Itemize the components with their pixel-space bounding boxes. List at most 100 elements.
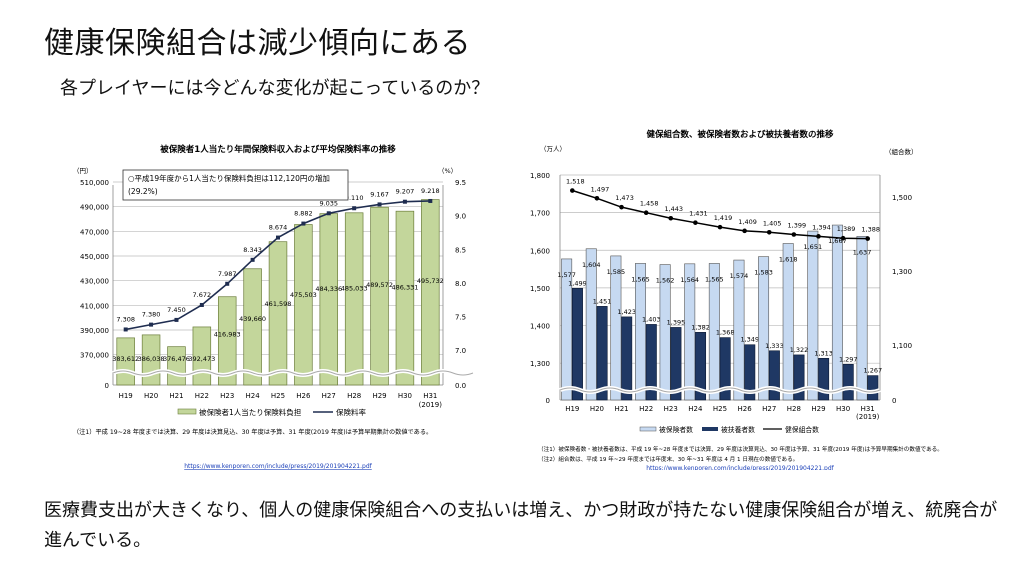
rate-data-label: 9.110 [345,194,364,202]
rate-data-label: 7.987 [218,270,237,278]
x-tick-label: H29 [372,392,386,400]
bar-data-label: 495,732 [417,277,444,285]
union-count-marker [643,210,649,216]
rate-data-label: 7.672 [193,291,212,299]
x-tick-label: H20 [590,405,604,413]
insured-data-label: 1,583 [754,269,773,277]
union-count-marker [619,204,624,210]
union-count-marker [693,220,698,225]
source-link[interactable]: https://www.kenporen.com/include/press/2… [184,463,372,470]
x-tick-label: H30 [836,405,850,413]
insured-bar [733,259,745,401]
bar [243,268,262,386]
x-tick-label: H31 [423,392,437,400]
union-count-data-label: 1,518 [566,178,585,186]
chart-note: （注1）平成 19~28 年度までは決算、29 年度は決算見込、30 年度は予算… [73,428,432,436]
x-tick-label: H22 [639,405,653,413]
legend-union-label: 健保組合数 [785,425,819,434]
insured-bar [782,243,794,401]
legend-bar-swatch [177,408,197,415]
annotation-line-2: (29.2%) [128,187,158,196]
rate-marker [174,317,179,322]
y-axis-unit: （万人） [540,145,566,153]
y-tick-label: 0 [546,397,550,405]
chart-title: 被保険者1人当たり年間保険料収入および平均保険料率の推移 [160,144,396,155]
x-tick-label: H26 [738,405,753,413]
rate-marker [377,202,382,207]
union-count-data-label: 1,473 [615,194,634,202]
annotation-line-1: ○平成19年度から1人当たり保険料負担は112,120円の増加 [128,173,330,183]
dependents-data-label: 1,267 [864,367,883,375]
union-count-data-label: 1,409 [738,218,757,226]
y2-axis-unit: （組合数） [885,147,918,156]
union-count-data-label: 1,458 [640,200,659,208]
union-count-data-label: 1,405 [763,219,782,227]
bar-data-label: 485,033 [341,284,368,292]
conclusion-text: 医療費支出が大きくなり、個人の健康保険組合への支払いは増え、かつ財政が持たない健… [44,500,998,551]
bar [217,296,237,386]
rate-data-label: 7.308 [116,315,135,323]
dependents-data-label: 1,423 [617,308,636,316]
rate-marker [352,206,357,211]
union-count-marker [594,195,600,201]
x-tick-label: H26 [296,392,311,400]
y-tick-label: 430,000 [80,278,109,286]
x-tick-label: H19 [119,392,133,400]
x-tick-sublabel: (2019) [419,401,443,409]
chart-note-1: （注1）被保険者数・被扶養者数は、平成 19 年~28 年度までは決算、29 年… [538,445,943,453]
y-tick-label: 1,400 [530,323,550,331]
dependents-bar [645,324,657,401]
y2-tick-label: 0 [892,397,896,405]
dependents-bar [768,350,780,401]
source-link[interactable]: https://www.kenporen.com/include/press/2… [646,465,834,470]
insured-data-label: 1,618 [779,255,798,263]
dependents-bar [596,306,608,401]
union-count-marker [791,232,797,237]
x-tick-label: H24 [246,392,261,400]
y-tick-label: 1,600 [530,247,550,255]
y2-tick-label: 8.5 [455,246,466,254]
y2-tick-label: 7.5 [455,314,466,322]
union-count-marker [816,234,821,239]
legend-dependents-label: 被扶養者数 [721,425,755,434]
bar-data-label: 475,503 [290,291,317,299]
union-count-marker [840,235,846,241]
rate-marker [199,302,204,307]
rate-data-label: 8.674 [269,224,288,232]
x-tick-label: H25 [271,392,285,400]
dependents-bar [793,354,805,401]
bar-data-label: 383,612 [112,355,139,363]
union-count-chart: 健保組合数、被保険者数および被扶養者数の推移 （万人） （組合数） 1,300 1,40… [530,129,943,470]
y-tick-label: 490,000 [80,204,109,212]
bar [344,212,364,386]
rate-marker [402,199,407,204]
x-tick-label: H24 [688,405,703,413]
insured-bar [561,258,573,401]
dependents-data-label: 1,499 [568,279,587,287]
rate-marker [276,235,280,240]
chart-note-2: （注2）組合数は、平成 19 年~29 年度までは年度末、30 年~31 年度は… [538,455,798,463]
x-tick-label: H25 [713,405,727,413]
union-count-data-label: 1,443 [664,205,683,213]
y-tick-label: 1,700 [530,210,550,218]
union-count-marker [742,228,747,234]
y-tick-label: 0 [105,382,109,390]
insured-data-label: 1,574 [730,272,749,280]
bar-data-label: 439,660 [239,315,266,323]
rate-data-label: 8.343 [243,246,262,254]
chart-title: 健保組合数、被保険者数および被扶養者数の推移 [646,129,834,140]
legend-dependents-swatch [702,427,718,431]
dependents-data-label: 1,368 [716,329,735,337]
x-tick-label: H20 [144,392,158,400]
y2-tick-label: 9.0 [455,213,466,221]
insured-bar [708,263,720,401]
y2-tick-label: 1,100 [892,342,912,350]
legend-insured-label: 被保険者数 [659,425,693,434]
y2-tick-label: 7.0 [455,347,466,355]
dependents-bar [818,357,830,401]
bar-data-label: 484,336 [315,285,342,293]
rate-marker [250,257,255,262]
insured-data-label: 1,667 [828,237,847,245]
insured-bar [831,224,843,401]
y-tick-label: 510,000 [80,179,109,187]
